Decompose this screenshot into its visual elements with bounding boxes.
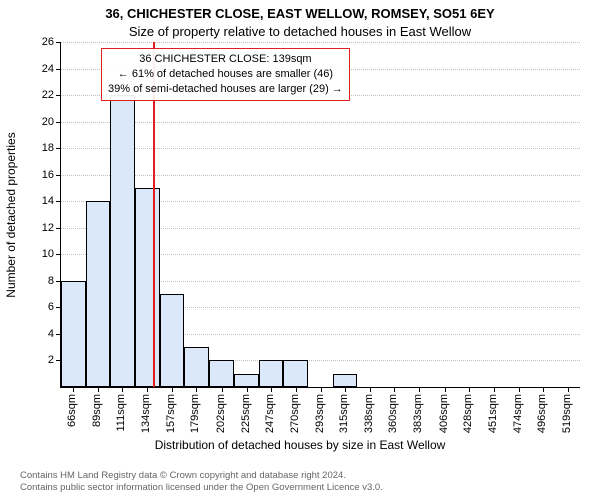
y-tick-label: 14 <box>14 195 54 207</box>
y-tick-label: 16 <box>14 169 54 181</box>
y-tick <box>56 175 61 176</box>
y-tick-label: 6 <box>14 301 54 313</box>
gridline <box>61 122 580 123</box>
chart-title-line2: Size of property relative to detached ho… <box>0 24 600 39</box>
x-tick-label: 89sqm <box>91 394 103 427</box>
y-tick-label: 22 <box>14 89 54 101</box>
y-tick-label: 12 <box>14 222 54 234</box>
footer-line2: Contains public sector information licen… <box>20 482 383 494</box>
x-tick <box>370 387 371 392</box>
x-tick-label: 202sqm <box>215 394 227 433</box>
x-tick <box>73 387 74 392</box>
x-tick <box>469 387 470 392</box>
x-tick <box>543 387 544 392</box>
x-tick-label: 270sqm <box>289 394 301 433</box>
x-tick-label: 111sqm <box>115 394 127 432</box>
x-tick-label: 134sqm <box>140 394 152 433</box>
y-tick <box>56 254 61 255</box>
y-tick-label: 26 <box>14 36 54 48</box>
x-axis-label: Distribution of detached houses by size … <box>0 438 600 452</box>
x-tick <box>196 387 197 392</box>
x-tick <box>445 387 446 392</box>
x-tick-label: 428sqm <box>462 394 474 433</box>
chart-plot-area: 36 CHICHESTER CLOSE: 139sqm← 61% of deta… <box>60 42 580 388</box>
info-box-line: 39% of semi-detached houses are larger (… <box>108 82 343 97</box>
y-tick-label: 4 <box>14 328 54 340</box>
x-tick-label: 338sqm <box>363 394 375 433</box>
y-tick-label: 18 <box>14 142 54 154</box>
y-tick-label: 2 <box>14 354 54 366</box>
y-tick-label: 8 <box>14 275 54 287</box>
histogram-bar <box>283 360 308 387</box>
x-tick <box>247 387 248 392</box>
x-tick-label: 225sqm <box>240 394 252 433</box>
x-tick-label: 179sqm <box>189 394 201 433</box>
info-box: 36 CHICHESTER CLOSE: 139sqm← 61% of deta… <box>101 48 350 101</box>
x-tick-label: 383sqm <box>412 394 424 433</box>
footer-line1: Contains HM Land Registry data © Crown c… <box>20 470 383 482</box>
x-tick-label: 360sqm <box>387 394 399 433</box>
y-tick <box>56 148 61 149</box>
histogram-bar <box>86 201 111 387</box>
x-tick-label: 451sqm <box>487 394 499 433</box>
y-tick-label: 24 <box>14 63 54 75</box>
histogram-bar <box>234 374 259 387</box>
x-tick <box>494 387 495 392</box>
x-tick <box>122 387 123 392</box>
x-tick <box>296 387 297 392</box>
y-tick <box>56 228 61 229</box>
y-tick <box>56 95 61 96</box>
gridline <box>61 42 580 43</box>
histogram-bar <box>184 347 209 387</box>
x-tick <box>394 387 395 392</box>
x-tick-label: 406sqm <box>438 394 450 433</box>
x-tick <box>172 387 173 392</box>
x-tick <box>222 387 223 392</box>
y-tick <box>56 42 61 43</box>
y-tick <box>56 122 61 123</box>
x-tick-label: 315sqm <box>338 394 350 433</box>
histogram-bar <box>160 294 185 387</box>
histogram-bar <box>61 281 86 387</box>
y-tick <box>56 201 61 202</box>
x-tick-label: 519sqm <box>561 394 573 433</box>
x-tick <box>568 387 569 392</box>
x-tick-label: 247sqm <box>264 394 276 433</box>
y-tick-label: 20 <box>14 116 54 128</box>
x-tick <box>98 387 99 392</box>
gridline <box>61 148 580 149</box>
x-tick <box>419 387 420 392</box>
x-tick-label: 293sqm <box>314 394 326 433</box>
histogram-bar <box>333 374 358 387</box>
x-tick-label: 157sqm <box>165 394 177 433</box>
x-tick-label: 496sqm <box>536 394 548 433</box>
x-tick <box>345 387 346 392</box>
info-box-line: 36 CHICHESTER CLOSE: 139sqm <box>108 52 343 67</box>
x-tick-label: 66sqm <box>66 394 78 427</box>
y-tick-label: 10 <box>14 248 54 260</box>
x-tick <box>519 387 520 392</box>
x-tick <box>321 387 322 392</box>
x-tick <box>147 387 148 392</box>
footer-attribution: Contains HM Land Registry data © Crown c… <box>20 470 383 494</box>
chart-title-line1: 36, CHICHESTER CLOSE, EAST WELLOW, ROMSE… <box>0 6 600 21</box>
gridline <box>61 175 580 176</box>
x-tick-label: 474sqm <box>512 394 524 433</box>
histogram-bar <box>259 360 284 387</box>
y-tick <box>56 69 61 70</box>
info-box-line: ← 61% of detached houses are smaller (46… <box>108 67 343 82</box>
histogram-bar <box>209 360 234 387</box>
histogram-bar <box>110 95 135 387</box>
histogram-bar <box>135 188 160 387</box>
x-tick <box>271 387 272 392</box>
